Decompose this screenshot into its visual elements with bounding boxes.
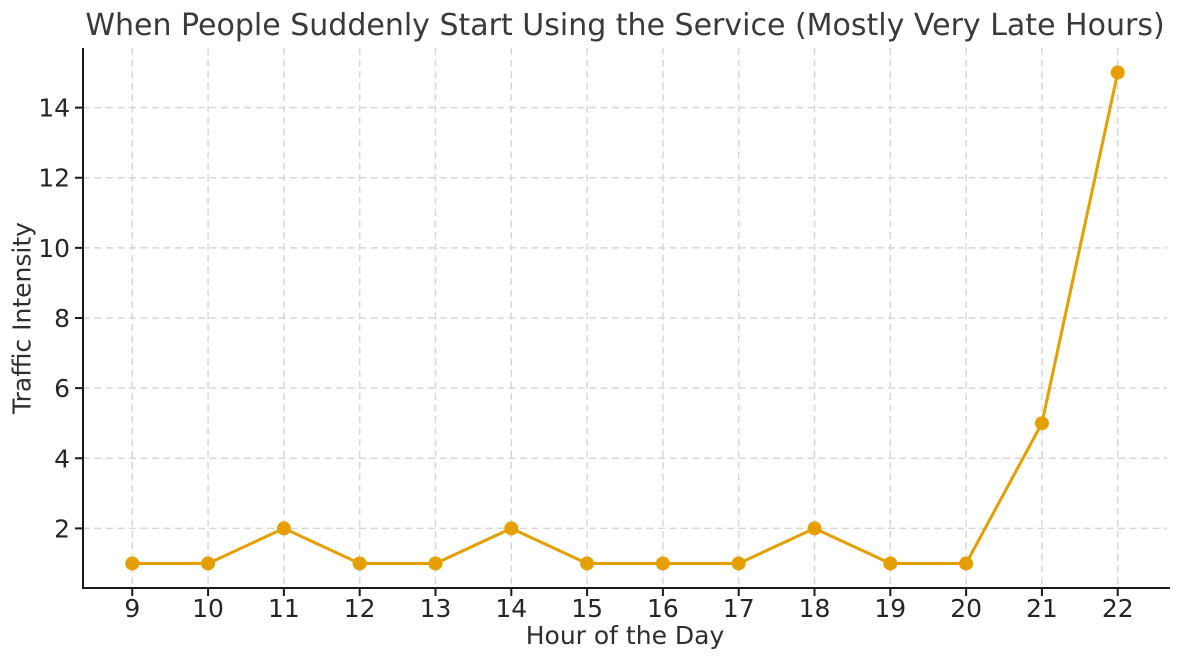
data-point — [1034, 416, 1049, 431]
x-tick-label: 22 — [1102, 594, 1134, 623]
data-point — [580, 556, 595, 571]
data-line — [130, 71, 1120, 565]
data-point — [1110, 65, 1125, 80]
x-tick-label: 20 — [950, 594, 982, 623]
y-tick-label: 6 — [54, 374, 70, 403]
data-point — [352, 556, 367, 571]
data-point — [883, 556, 898, 571]
x-tick-label: 12 — [344, 594, 376, 623]
y-tick-label: 14 — [38, 94, 70, 123]
data-point — [807, 521, 822, 536]
x-tick-label: 9 — [124, 594, 140, 623]
data-point — [655, 556, 670, 571]
data-point — [731, 556, 746, 571]
x-tick-label: 13 — [420, 594, 452, 623]
x-tick-label: 16 — [647, 594, 679, 623]
y-axis-label: Traffic Intensity — [7, 222, 37, 414]
data-point — [201, 556, 216, 571]
x-tick-label: 17 — [723, 594, 755, 623]
x-tick-label: 18 — [799, 594, 831, 623]
y-tick-label: 8 — [54, 304, 70, 333]
data-point — [276, 521, 291, 536]
x-tick-label: 11 — [268, 594, 300, 623]
x-tick-label: 15 — [571, 594, 603, 623]
data-point — [959, 556, 974, 571]
data-point — [504, 521, 519, 536]
x-tick-label: 21 — [1026, 594, 1058, 623]
x-tick-label: 10 — [192, 594, 224, 623]
x-tick-label: 19 — [874, 594, 906, 623]
x-tick-label: 14 — [495, 594, 527, 623]
y-tick-label: 10 — [38, 234, 70, 263]
y-tick-label: 12 — [38, 164, 70, 193]
x-axis-label: Hour of the Day — [525, 621, 725, 650]
y-tick-label: 2 — [54, 514, 70, 543]
data-point — [428, 556, 443, 571]
chart-title: When People Suddenly Start Using the Ser… — [85, 8, 1165, 43]
data-point — [125, 556, 140, 571]
y-tick-label: 4 — [54, 444, 70, 473]
